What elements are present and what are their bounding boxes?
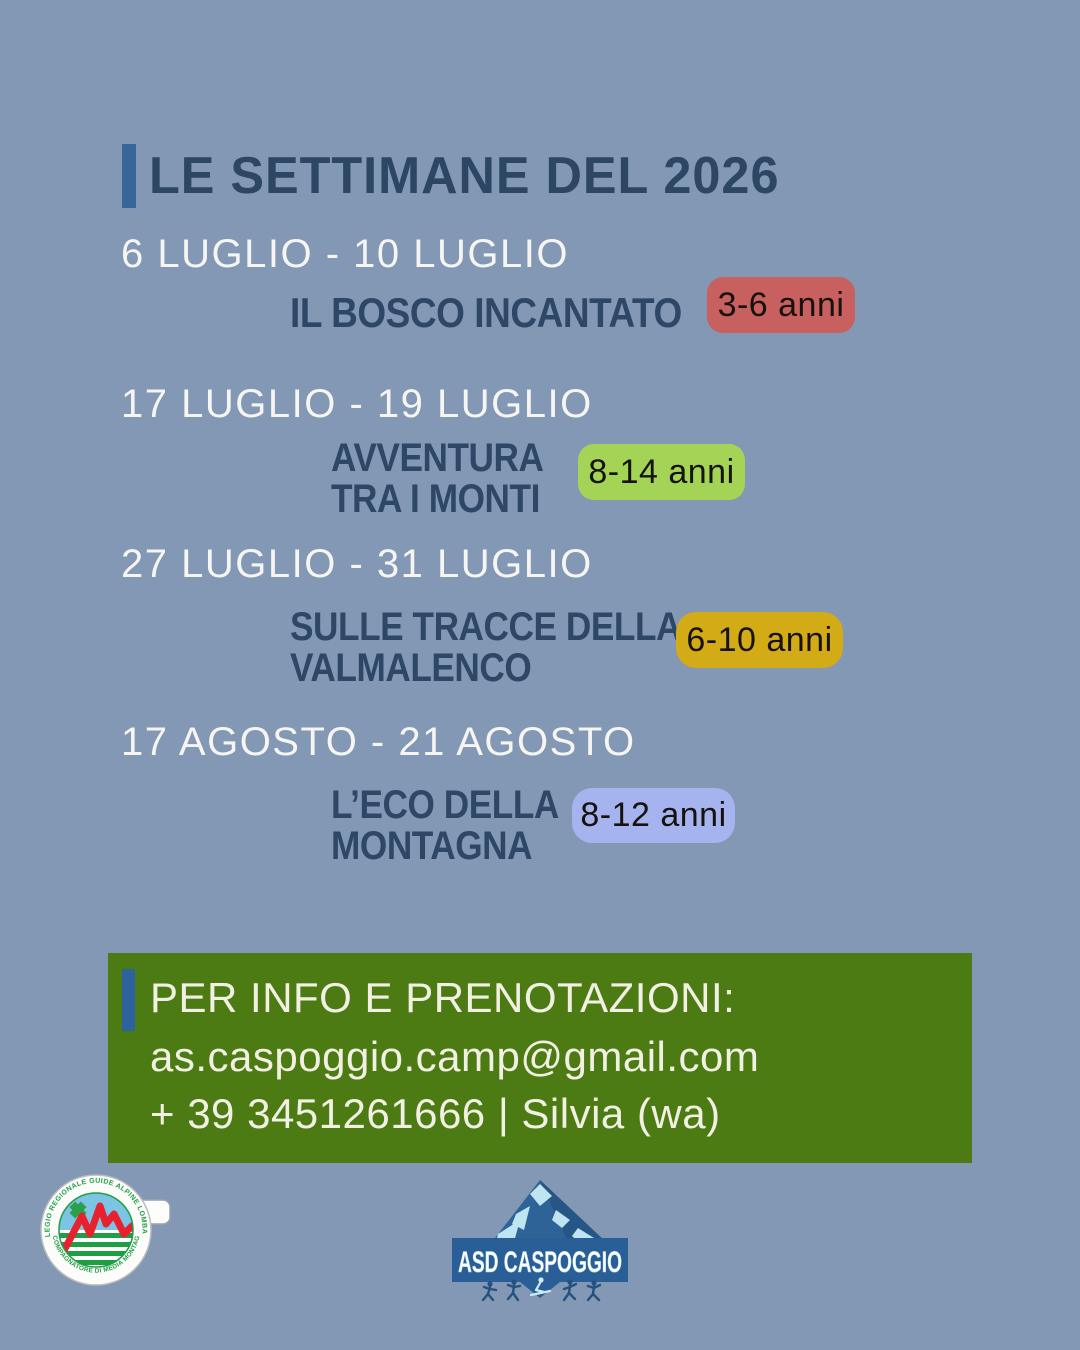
athlete-icon [481, 1281, 498, 1302]
contact-email: as.caspoggio.camp@gmail.com [150, 1033, 760, 1080]
athlete-icon [562, 1279, 578, 1302]
week-4-dates: 17 AGOSTO - 21 AGOSTO [121, 720, 636, 764]
info-box: PER INFO E PRENOTAZIONI: as.caspoggio.ca… [108, 953, 972, 1163]
mountain-shadow-face [540, 1180, 606, 1242]
week-4-camp-title: L’ECO DELLA MONTAGNA [331, 785, 559, 867]
info-heading: PER INFO E PRENOTAZIONI: [150, 974, 736, 1021]
asd-caspoggio-logo: ASD CASPOGGIO [452, 1180, 628, 1302]
week-1-age-badge: 3-6 anni [707, 277, 855, 333]
athlete-icon [586, 1280, 602, 1302]
badge-inner-ring [58, 1192, 134, 1268]
week-3-dates: 27 LUGLIO - 31 LUGLIO [121, 542, 593, 586]
camp-title-line: TRA I MONTI [331, 476, 540, 521]
red-mountain-zigzag [59, 1202, 133, 1267]
week-1-dates: 6 LUGLIO - 10 LUGLIO [121, 232, 569, 276]
camp-title-line: MONTAGNA [331, 823, 533, 868]
contact-phone: + 39 3451261666 | Silvia (wa) [150, 1090, 721, 1137]
header: LE SETTIMANE DEL 2026 [122, 144, 799, 208]
camp-title-line: IL BOSCO INCANTATO [290, 289, 682, 336]
week-2-camp-title: AVVENTURA TRA I MONTI [331, 436, 544, 521]
camp-title-line: VALMALENCO [290, 645, 532, 690]
logo-banner [452, 1238, 628, 1282]
week-3-camp-title: SULLE TRACCE DELLA VALMALENCO [290, 607, 681, 689]
asd-logo-text: ASD CASPOGGIO [458, 1246, 622, 1279]
camp-title-line: AVVENTURA [331, 436, 544, 480]
mountain-snow-patches [496, 1184, 594, 1242]
athlete-silhouettes [481, 1279, 602, 1302]
week-4-age-badge: 8-12 anni [572, 788, 735, 843]
week-1-camp-title: IL BOSCO INCANTATO [290, 289, 682, 336]
athlete-icon [506, 1279, 522, 1302]
skier-icon [529, 1277, 552, 1297]
camp-title-line: L’ECO DELLA [331, 783, 559, 827]
info-box-accent-bar [122, 969, 135, 1031]
guide-alpine-badge-logo: COLLEGIO REGIONALE GUIDE ALPINE LOMBARDI… [38, 1172, 171, 1286]
badge-inner-scene [59, 1193, 133, 1267]
week-2-dates: 17 LUGLIO - 19 LUGLIO [121, 382, 593, 426]
week-2-age-badge: 8-14 anni [578, 444, 745, 500]
week-3-age-badge: 6-10 anni [676, 612, 843, 668]
page-title: LE SETTIMANE DEL 2026 [149, 147, 780, 205]
header-accent-bar [122, 144, 136, 208]
camp-title-line: SULLE TRACCE DELLA [290, 605, 682, 649]
